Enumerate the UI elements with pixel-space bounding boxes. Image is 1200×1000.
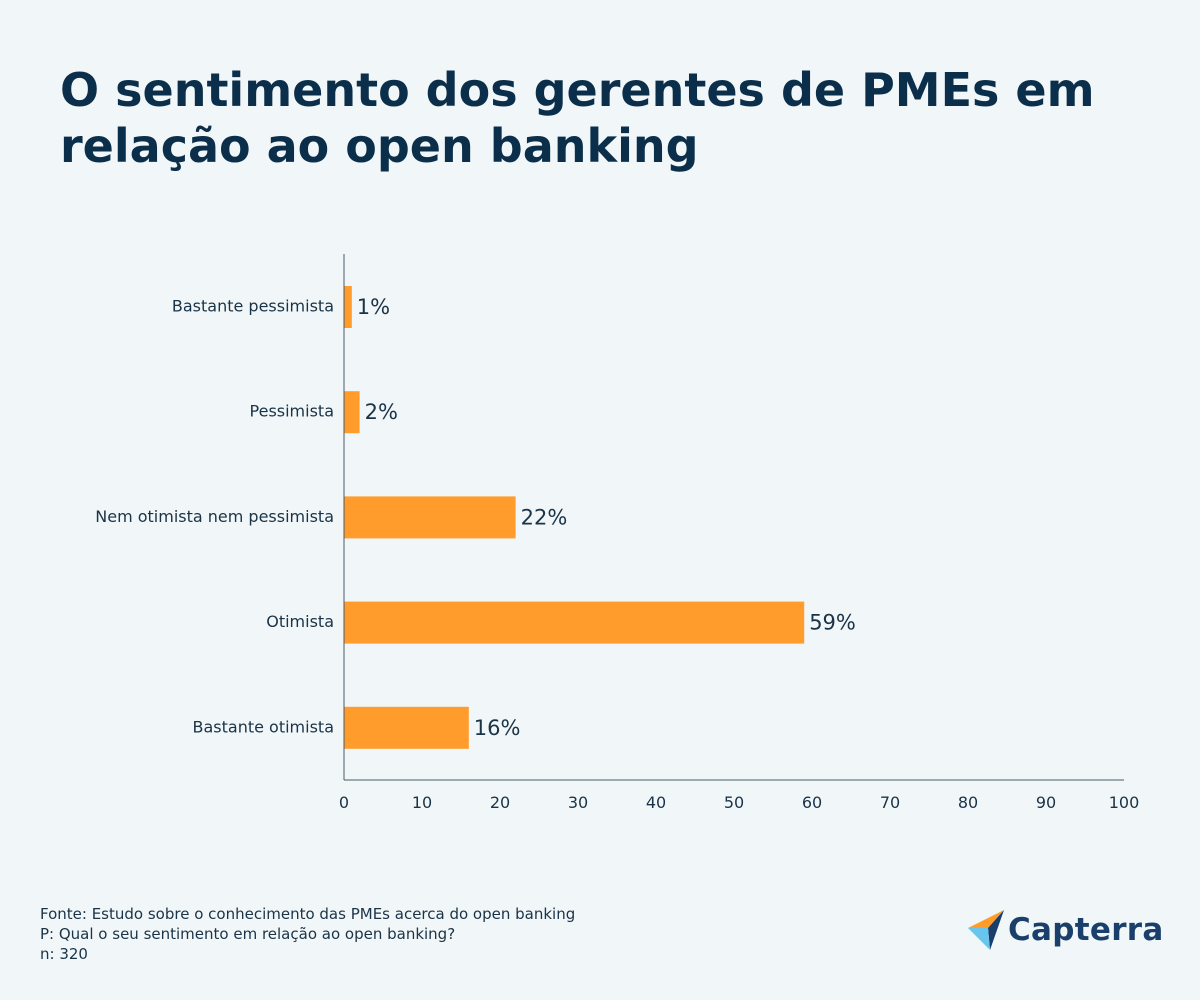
capterra-logo: Capterra bbox=[966, 908, 1163, 954]
capterra-arrow-icon bbox=[968, 910, 1004, 950]
axes-group: Bastante pessimista Pessimista Nem otimist… bbox=[95, 254, 1139, 812]
bar-1 bbox=[344, 391, 360, 434]
source-note: Fonte: Estudo sobre o conhecimento das P… bbox=[40, 905, 576, 923]
bar-2 bbox=[344, 496, 516, 539]
category-label-1: Pessimista bbox=[250, 402, 334, 421]
category-label-2: Nem otimista nem pessimista bbox=[95, 507, 334, 526]
value-label-4: 16% bbox=[474, 716, 521, 740]
x-tick-label-1: 10 bbox=[412, 793, 432, 812]
x-tick-label-3: 30 bbox=[568, 793, 588, 812]
x-tick-label-4: 40 bbox=[646, 793, 666, 812]
category-label-0: Bastante pessimista bbox=[172, 297, 334, 316]
x-tick-label-9: 90 bbox=[1036, 793, 1056, 812]
value-label-2: 22% bbox=[521, 505, 568, 529]
x-tick-label-5: 50 bbox=[724, 793, 744, 812]
x-tick-label-0: 0 bbox=[339, 793, 349, 812]
chart-footer: Fonte: Estudo sobre o conhecimento das P… bbox=[40, 904, 575, 964]
x-tick-label-2: 20 bbox=[490, 793, 510, 812]
capterra-wordmark: Capterra bbox=[1008, 912, 1164, 948]
chart-title: O sentimento dos gerentes de PMEs em rel… bbox=[60, 63, 1095, 173]
value-label-1: 2% bbox=[365, 400, 398, 424]
x-tick-label-6: 60 bbox=[802, 793, 822, 812]
bar-3 bbox=[344, 601, 805, 644]
question-note: P: Qual o seu sentimento em relação ao o… bbox=[40, 925, 456, 943]
value-label-0: 1% bbox=[357, 295, 390, 319]
category-label-3: Otimista bbox=[266, 612, 334, 631]
x-tick-label-10: 100 bbox=[1109, 793, 1140, 812]
bar-0 bbox=[344, 286, 352, 328]
bar-4 bbox=[344, 706, 469, 749]
x-tick-label-7: 70 bbox=[880, 793, 900, 812]
value-label-3: 59% bbox=[809, 611, 856, 635]
bars-group: 1% 2% 22% 59% 16% bbox=[344, 286, 856, 749]
x-tick-label-8: 80 bbox=[958, 793, 978, 812]
sample-size-note: n: 320 bbox=[40, 945, 88, 963]
category-label-4: Bastante otimista bbox=[193, 717, 335, 736]
